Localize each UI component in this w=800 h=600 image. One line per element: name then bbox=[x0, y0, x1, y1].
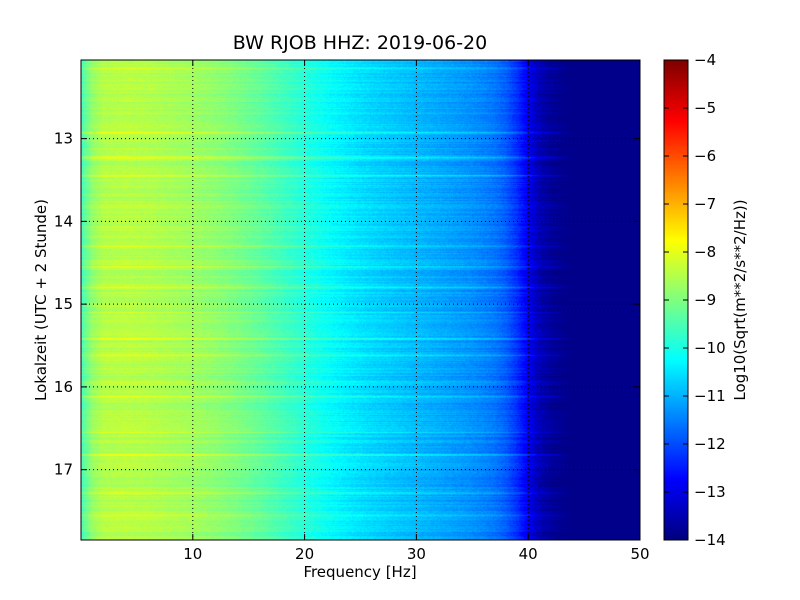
colorbar-tick-label: −9 bbox=[694, 291, 716, 309]
colorbar-tick-label: −13 bbox=[694, 483, 726, 501]
colorbar-tick-label: −8 bbox=[694, 243, 716, 261]
x-axis-label: Frequency [Hz] bbox=[303, 563, 416, 581]
colorbar: −4 −5 −6 −7 −8 −9 −10 −11 −12 −13 −14 Log10(Sqrt(m… bbox=[663, 51, 749, 549]
y-tick-label: 13 bbox=[54, 130, 73, 148]
colorbar-tick-label: −7 bbox=[694, 195, 716, 213]
spectrogram-image bbox=[81, 60, 640, 540]
colorbar-ticks: −4 −5 −6 −7 −8 −9 −10 −11 −12 −13 −14 bbox=[664, 51, 726, 549]
y-tick-label: 17 bbox=[54, 461, 73, 479]
y-tick-label: 14 bbox=[54, 212, 73, 230]
y-axis-label: Lokalzeit (UTC + 2 Stunde) bbox=[32, 199, 50, 401]
colorbar-tick-label: −14 bbox=[694, 531, 726, 549]
y-tick-label: 16 bbox=[54, 378, 73, 396]
x-tick-label: 10 bbox=[183, 545, 202, 563]
plot-frame bbox=[80, 59, 641, 541]
y-tick-label: 15 bbox=[54, 295, 73, 313]
colorbar-tick-label: −6 bbox=[694, 147, 716, 165]
colorbar-tick-label: −11 bbox=[694, 387, 726, 405]
plot-area: 10 20 30 40 50 13 14 15 16 17 bbox=[54, 59, 650, 563]
y-axis-ticks: 13 14 15 16 17 bbox=[54, 130, 640, 479]
chart-title: BW RJOB HHZ: 2019-06-20 bbox=[233, 32, 487, 54]
colorbar-tick-label: −5 bbox=[694, 99, 716, 117]
colorbar-tick-label: −4 bbox=[694, 51, 716, 69]
x-tick-label: 20 bbox=[295, 545, 314, 563]
colorbar-label: Log10(Sqrt(m**2/s**2/Hz)) bbox=[731, 199, 749, 400]
x-axis-ticks: 10 20 30 40 50 bbox=[183, 60, 650, 563]
x-tick-label: 40 bbox=[519, 545, 538, 563]
colorbar-tick-label: −10 bbox=[694, 339, 726, 357]
grid bbox=[81, 60, 640, 540]
x-tick-label: 50 bbox=[630, 545, 649, 563]
x-tick-label: 30 bbox=[407, 545, 426, 563]
colorbar-tick-label: −12 bbox=[694, 435, 726, 453]
